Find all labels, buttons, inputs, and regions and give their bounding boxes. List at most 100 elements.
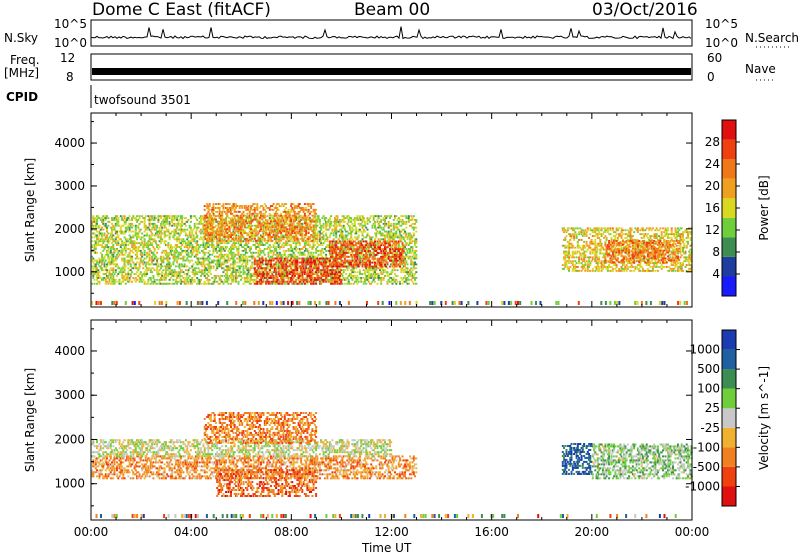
- range-cell: [134, 277, 137, 279]
- range-cell: [325, 217, 328, 219]
- range-cell: [250, 248, 252, 250]
- range-cell: [117, 255, 120, 258]
- range-cell: [189, 220, 192, 223]
- range-cell: [333, 252, 336, 254]
- range-cell: [206, 232, 209, 235]
- range-cell: [392, 277, 395, 279]
- range-cell: [91, 224, 93, 227]
- range-cell: [143, 257, 146, 260]
- range-cell: [197, 271, 200, 274]
- range-cell: [250, 236, 252, 239]
- range-cell: [191, 232, 194, 235]
- range-cell: [295, 267, 298, 270]
- range-cell: [216, 244, 219, 246]
- range-cell: [179, 248, 182, 250]
- range-cell: [341, 219, 344, 221]
- range-cell: [298, 282, 301, 285]
- range-cell: [204, 242, 207, 245]
- range-cell: [213, 277, 216, 279]
- range-cell: [345, 217, 348, 219]
- range-cell: [399, 219, 401, 221]
- range-cell: [308, 255, 311, 258]
- range-cell: [183, 249, 186, 252]
- range-cell: [322, 259, 325, 262]
- range-cell: [261, 269, 264, 272]
- range-cell: [390, 263, 393, 266]
- range-cell: [164, 265, 167, 268]
- range-cell: [149, 249, 152, 252]
- range-cell: [97, 244, 100, 246]
- range-cell: [179, 226, 182, 229]
- range-cell: [390, 228, 393, 231]
- range-cell: [384, 269, 386, 272]
- range-cell: [396, 226, 399, 229]
- range-cell: [250, 275, 252, 277]
- range-cell: [106, 215, 108, 218]
- range-cell: [186, 228, 189, 231]
- range-cell: [174, 232, 177, 235]
- range-cell: [407, 215, 410, 218]
- range-cell: [293, 257, 296, 260]
- range-cell: [297, 242, 300, 245]
- range-cell: [250, 278, 252, 281]
- range-cell: [376, 253, 379, 256]
- range-cell: [273, 271, 276, 274]
- range-cell: [235, 275, 237, 277]
- range-cell: [350, 277, 353, 279]
- range-cell: [202, 242, 205, 245]
- range-cell: [179, 215, 182, 218]
- range-cell: [379, 226, 381, 229]
- range-cell: [209, 240, 212, 243]
- range-cell: [143, 219, 146, 221]
- range-cell: [290, 255, 293, 258]
- range-cell: [266, 267, 269, 270]
- range-cell: [178, 263, 181, 266]
- range-cell: [101, 267, 103, 270]
- range-cell: [166, 217, 169, 219]
- range-cell: [291, 253, 294, 256]
- range-cell: [159, 267, 162, 270]
- range-cell: [353, 222, 356, 225]
- range-cell: [308, 244, 311, 246]
- range-cell: [302, 217, 305, 219]
- range-cell: [151, 251, 154, 254]
- range-cell: [94, 269, 97, 272]
- range-cell: [181, 240, 184, 243]
- range-cell: [374, 255, 376, 258]
- range-cell: [405, 259, 408, 262]
- range-cell: [148, 249, 151, 252]
- range-cell: [193, 222, 196, 225]
- range-cell: [360, 257, 363, 260]
- range-cell: [221, 219, 224, 221]
- range-cell: [109, 255, 112, 258]
- range-cell: [387, 234, 390, 237]
- range-cell: [306, 244, 309, 246]
- range-cell: [342, 215, 345, 218]
- range-cell: [385, 215, 388, 218]
- range-cell: [399, 232, 401, 235]
- range-cell: [134, 273, 137, 275]
- range-cell: [375, 250, 378, 252]
- range-cell: [278, 280, 281, 283]
- range-cell: [230, 273, 232, 275]
- range-cell: [387, 220, 390, 223]
- range-cell: [117, 220, 120, 223]
- range-cell: [365, 269, 368, 272]
- range-cell: [280, 255, 283, 258]
- range-cell: [317, 271, 320, 274]
- range-cell: [372, 273, 375, 275]
- range-cell: [151, 238, 154, 241]
- range-cell: [131, 217, 134, 219]
- range-cell: [286, 259, 289, 262]
- range-cell: [287, 269, 290, 272]
- range-cell: [320, 282, 323, 285]
- range-cell: [297, 238, 300, 241]
- range-cell: [340, 263, 343, 266]
- range-cell: [188, 246, 191, 248]
- range-cell: [278, 248, 281, 250]
- range-cell: [211, 238, 214, 241]
- range-cell: [350, 275, 353, 277]
- range-cell: [178, 246, 181, 248]
- range-cell: [272, 215, 275, 218]
- range-cell: [207, 222, 210, 225]
